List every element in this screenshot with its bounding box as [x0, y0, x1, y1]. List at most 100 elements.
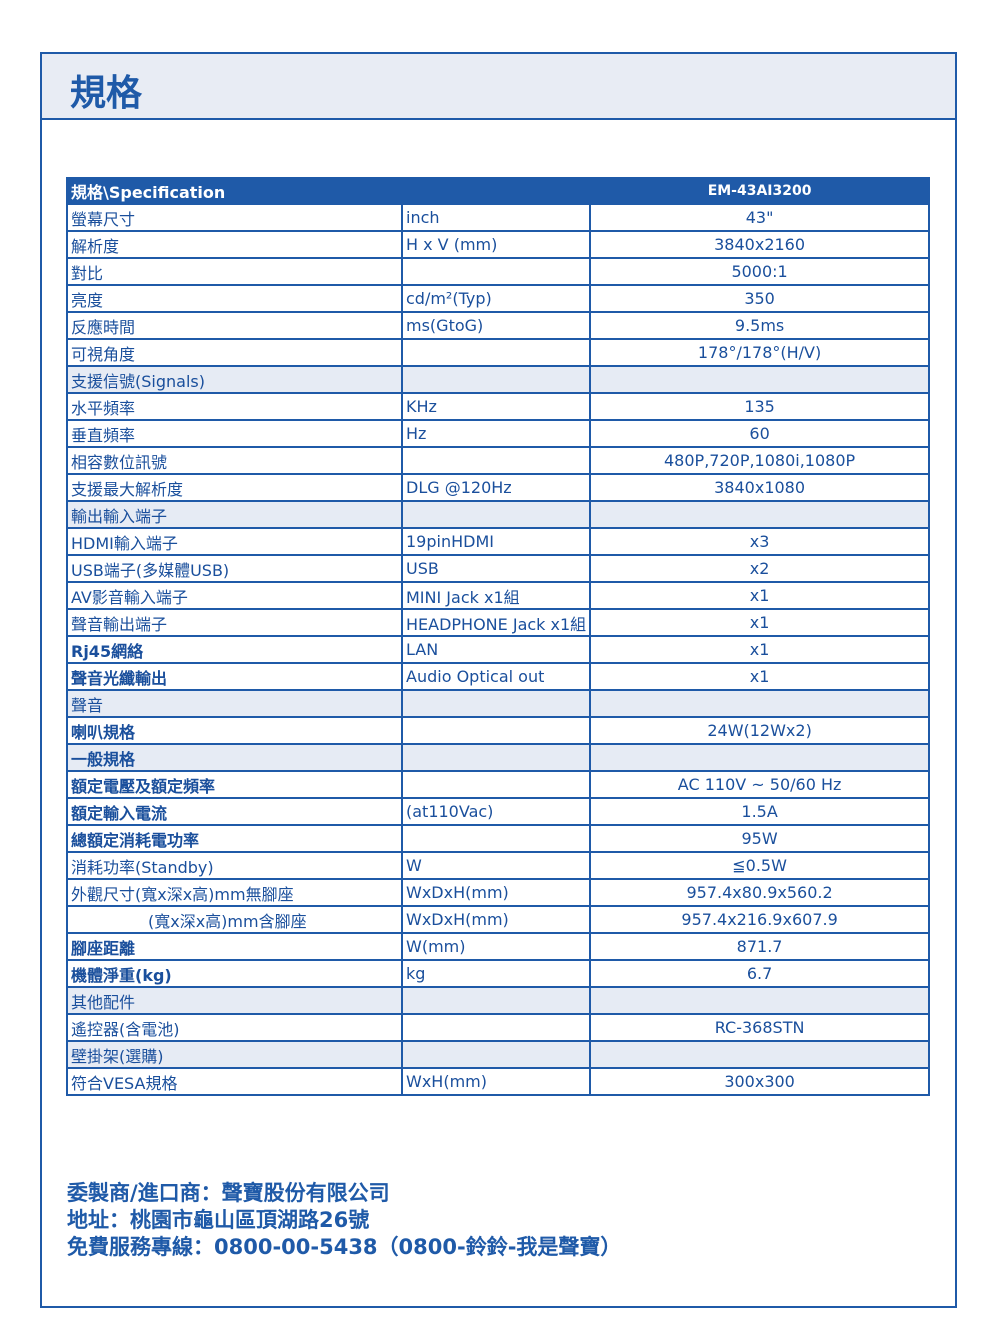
spec-value	[589, 743, 930, 772]
spec-unit: WxH(mm)	[400, 1067, 592, 1096]
spec-value: 60	[589, 419, 930, 448]
spec-unit	[400, 743, 592, 772]
section-row: 聲音	[66, 689, 930, 718]
section-row: 一般規格	[66, 743, 930, 772]
table-row: 額定電壓及額定頻率 AC 110V ~ 50/60 Hz	[66, 770, 930, 799]
spec-value: 5000:1	[589, 257, 930, 286]
spec-label: 額定電壓及額定頻率	[66, 770, 403, 799]
spec-value: ≦0.5W	[589, 851, 930, 880]
spec-value: 43"	[589, 203, 930, 232]
spec-label: 喇叭規格	[66, 716, 403, 745]
spec-table: 規格\Specification EM-43AI3200 螢幕尺寸 inch 43"…	[66, 177, 930, 1096]
spec-label: 腳座距離	[66, 932, 403, 961]
spec-value: x1	[589, 581, 930, 610]
spec-value: RC-368STN	[589, 1013, 930, 1042]
title-bar: 規格	[42, 54, 955, 120]
table-row: USB端子(多媒體USB) USB x2	[66, 554, 930, 583]
spec-value	[589, 1040, 930, 1069]
spec-label: (寬x深x高)mm含腳座	[66, 905, 403, 934]
spec-value: 135	[589, 392, 930, 421]
spec-unit: kg	[400, 959, 592, 988]
spec-unit: cd/m²(Typ)	[400, 284, 592, 313]
spec-label: 相容數位訊號	[66, 446, 403, 475]
table-row: 水平頻率 KHz 135	[66, 392, 930, 421]
section-row: 壁掛架(選購)	[66, 1040, 930, 1069]
spec-label: 可視角度	[66, 338, 403, 367]
spec-value: x1	[589, 608, 930, 637]
spec-value: 957.4x80.9x560.2	[589, 878, 930, 907]
table-row: 額定輸入電流 (at110Vac) 1.5A	[66, 797, 930, 826]
table-row: 反應時間 ms(GtoG) 9.5ms	[66, 311, 930, 340]
section-row: 其他配件	[66, 986, 930, 1015]
spec-label: USB端子(多媒體USB)	[66, 554, 403, 583]
spec-unit: WxDxH(mm)	[400, 905, 592, 934]
company-info: 委製商/進口商：聲寶股份有限公司 地址：桃園市龜山區頂湖路26號 免費服務專線：…	[67, 1180, 621, 1261]
spec-label: 遙控器(含電池)	[66, 1013, 403, 1042]
spec-unit	[400, 500, 592, 529]
spec-unit: USB	[400, 554, 592, 583]
spec-label: 機體淨重(kg)	[66, 959, 403, 988]
spec-unit: Audio Optical out	[400, 662, 592, 691]
spec-value: 178°/178°(H/V)	[589, 338, 930, 367]
spec-unit: (at110Vac)	[400, 797, 592, 826]
spec-label: 亮度	[66, 284, 403, 313]
spec-label: 支援信號(Signals)	[66, 365, 403, 394]
spec-unit	[400, 365, 592, 394]
spec-label: AV影音輸入端子	[66, 581, 403, 610]
table-row: 垂直頻率 Hz 60	[66, 419, 930, 448]
table-row: 機體淨重(kg) kg 6.7	[66, 959, 930, 988]
spec-value: 480P,720P,1080i,1080P	[589, 446, 930, 475]
spec-label: 其他配件	[66, 986, 403, 1015]
spec-label: 聲音	[66, 689, 403, 718]
spec-unit	[400, 446, 592, 475]
table-row: 解析度 H x V (mm) 3840x2160	[66, 230, 930, 259]
spec-value: x1	[589, 662, 930, 691]
table-row: Rj45網絡 LAN x1	[66, 635, 930, 664]
spec-value: x2	[589, 554, 930, 583]
spec-label: 反應時間	[66, 311, 403, 340]
spec-unit	[400, 257, 592, 286]
spec-label: 總額定消耗電功率	[66, 824, 403, 853]
section-row: 支援信號(Signals)	[66, 365, 930, 394]
spec-label: 額定輸入電流	[66, 797, 403, 826]
spec-label: 螢幕尺寸	[66, 203, 403, 232]
table-row: 相容數位訊號 480P,720P,1080i,1080P	[66, 446, 930, 475]
spec-label: 對比	[66, 257, 403, 286]
spec-unit: H x V (mm)	[400, 230, 592, 259]
spec-value: AC 110V ~ 50/60 Hz	[589, 770, 930, 799]
spec-unit: DLG @120Hz	[400, 473, 592, 502]
spec-label: 消耗功率(Standby)	[66, 851, 403, 880]
importer: 委製商/進口商：聲寶股份有限公司	[67, 1181, 390, 1205]
address: 地址：桃園市龜山區頂湖路26號	[67, 1208, 370, 1232]
table-row: 腳座距離 W(mm) 871.7	[66, 932, 930, 961]
table-row: 遙控器(含電池) RC-368STN	[66, 1013, 930, 1042]
table-row: 消耗功率(Standby) W ≦0.5W	[66, 851, 930, 880]
table-row: 聲音輸出端子 HEADPHONE Jack x1組 x1	[66, 608, 930, 637]
spec-unit: MINI Jack x1組	[400, 581, 592, 610]
spec-value	[589, 500, 930, 529]
table-row: 總額定消耗電功率 95W	[66, 824, 930, 853]
header-unit	[400, 177, 592, 205]
spec-label: 聲音輸出端子	[66, 608, 403, 637]
table-row: 對比 5000:1	[66, 257, 930, 286]
table-row: 可視角度 178°/178°(H/V)	[66, 338, 930, 367]
spec-value: 3840x1080	[589, 473, 930, 502]
table-row: 亮度 cd/m²(Typ) 350	[66, 284, 930, 313]
spec-unit: HEADPHONE Jack x1組	[400, 608, 592, 637]
spec-value: 957.4x216.9x607.9	[589, 905, 930, 934]
spec-unit: inch	[400, 203, 592, 232]
spec-label: Rj45網絡	[66, 635, 403, 664]
table-row: 聲音光纖輸出 Audio Optical out x1	[66, 662, 930, 691]
spec-label: 符合VESA規格	[66, 1067, 403, 1096]
table-header: 規格\Specification EM-43AI3200	[66, 177, 930, 205]
spec-unit	[400, 689, 592, 718]
spec-unit	[400, 770, 592, 799]
spec-unit	[400, 338, 592, 367]
spec-value: 871.7	[589, 932, 930, 961]
spec-label: 外觀尺寸(寬x深x高)mm無腳座	[66, 878, 403, 907]
spec-label: 輸出輸入端子	[66, 500, 403, 529]
spec-value: x1	[589, 635, 930, 664]
spec-unit	[400, 1040, 592, 1069]
spec-value: x3	[589, 527, 930, 556]
spec-value	[589, 689, 930, 718]
